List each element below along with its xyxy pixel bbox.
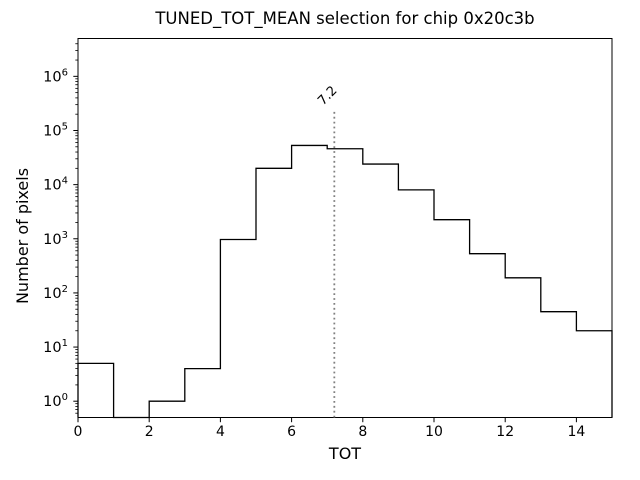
y-tick-label: 104 [43, 176, 68, 194]
plot-frame [77, 38, 613, 418]
y-tick-label: 101 [43, 338, 68, 356]
threshold-label: 7.2 [315, 83, 340, 108]
x-axis-label: TOT [328, 444, 362, 463]
x-tick-label: 8 [358, 424, 367, 440]
y-tick-label: 103 [43, 230, 68, 248]
x-tick-label: 10 [425, 424, 443, 440]
chart-title: TUNED_TOT_MEAN selection for chip 0x20c3… [155, 9, 535, 28]
x-tick-label: 6 [287, 424, 296, 440]
x-tick-label: 14 [567, 424, 585, 440]
x-axis-ticks: 0 2 4 6 8 10 12 14 [74, 417, 585, 440]
x-tick-label: 2 [145, 424, 154, 440]
x-tick-label: 12 [496, 424, 514, 440]
y-tick-label: 105 [43, 121, 68, 139]
y-tick-label: 100 [43, 392, 68, 410]
y-axis-ticks: 100 101 102 103 104 105 106 [43, 43, 78, 414]
x-tick-label: 0 [74, 424, 83, 440]
y-tick-label: 106 [43, 67, 68, 85]
histogram-step-line [77, 144, 613, 419]
x-tick-label: 4 [216, 424, 225, 440]
y-tick-label: 102 [43, 284, 68, 302]
